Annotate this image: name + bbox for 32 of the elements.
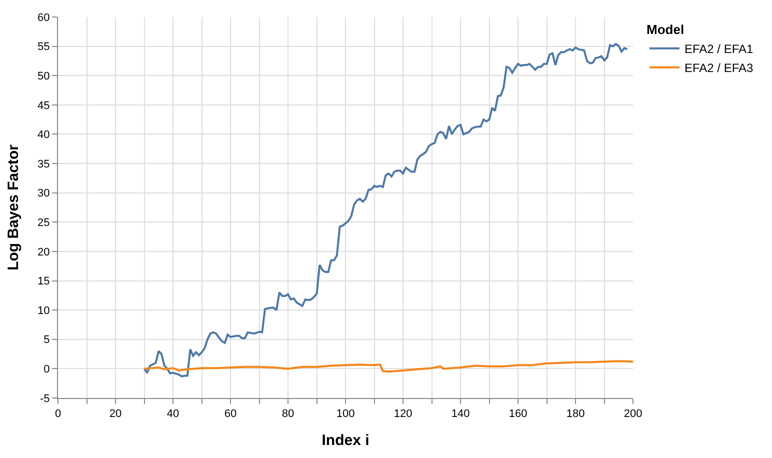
y-tick-label: 10 <box>38 304 50 317</box>
y-tick-label: 55 <box>38 41 50 54</box>
y-tick-label: 20 <box>38 246 50 258</box>
legend-label: EFA2 / EFA3 <box>684 61 754 76</box>
x-tick-label: 60 <box>224 408 237 420</box>
line-series <box>143 42 628 378</box>
x-tick-label: 0 <box>54 408 62 420</box>
y-tick-label: 45 <box>38 100 50 112</box>
y-tick-label: -5 <box>40 392 50 405</box>
y-tick-label: 35 <box>38 158 50 170</box>
x-tick-label: 80 <box>282 408 294 420</box>
y-tick-label: 15 <box>38 276 50 288</box>
x-tick-label: 20 <box>109 408 122 420</box>
y-tick-label: 50 <box>38 70 50 82</box>
y-tick-label: 60 <box>38 12 50 24</box>
line-series <box>143 360 633 373</box>
x-tick-label: 200 <box>624 408 642 420</box>
legend-label: EFA2 / EFA1 <box>684 42 754 56</box>
legend-title: Model <box>646 22 684 37</box>
y-tick-label: 25 <box>38 217 50 229</box>
x-tick-label: 160 <box>508 408 528 420</box>
x-tick-label: 40 <box>166 408 180 420</box>
x-tick-label: 120 <box>394 408 412 420</box>
y-axis-title: Log Bayes Factor <box>4 144 22 270</box>
x-tick-label: 140 <box>451 408 470 420</box>
y-tick-label: 30 <box>38 188 50 200</box>
y-tick-label: 40 <box>38 129 50 142</box>
x-tick-label: 100 <box>336 408 355 420</box>
y-tick-label: 0 <box>44 364 50 376</box>
x-tick-label: 180 <box>566 408 585 420</box>
y-tick-label: 5 <box>44 334 50 346</box>
x-axis-title: Index i <box>322 432 370 450</box>
